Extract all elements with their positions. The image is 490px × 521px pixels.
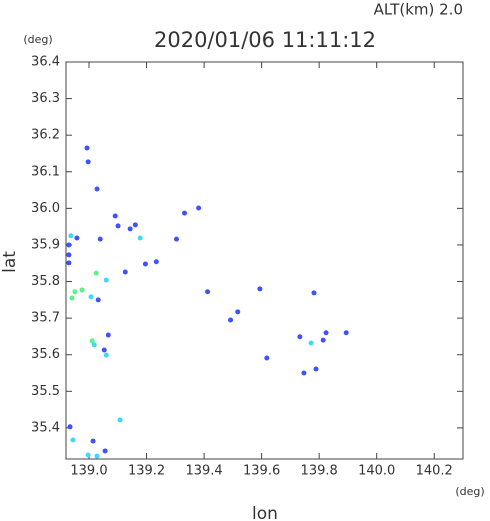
echo-point (196, 205, 202, 211)
echo-point (91, 342, 97, 348)
x-tick-label: 140.2 (416, 464, 453, 479)
y-axis-label: lat (0, 251, 20, 273)
x-unit: (deg) (455, 485, 484, 498)
echo-point (94, 186, 100, 192)
echo-point (88, 294, 94, 300)
y-tick-label: 36.0 (31, 201, 60, 216)
echo-point (115, 223, 121, 229)
chart-title: 2020/01/06 11:11:12 (154, 28, 376, 52)
y-tick-label: 35.9 (31, 237, 60, 252)
x-tick-label: 139.6 (243, 464, 280, 479)
echo-point (311, 290, 317, 296)
echo-point (95, 297, 101, 303)
echo-point (85, 452, 91, 458)
echo-point (343, 330, 349, 336)
echo-point (137, 235, 143, 241)
echo-point (101, 347, 107, 353)
y-tick-label: 35.6 (31, 347, 60, 362)
echo-point (257, 286, 263, 292)
echo-point (72, 289, 78, 295)
echo-point (103, 352, 109, 358)
echo-point (69, 295, 75, 301)
y-tick-label: 35.8 (31, 274, 60, 289)
echo-point (68, 233, 74, 239)
x-tick-label: 140.0 (358, 464, 395, 479)
y-tick-label: 35.4 (31, 420, 60, 435)
echo-point (122, 269, 128, 275)
x-tick-label: 139.0 (70, 464, 107, 479)
x-tick-label: 139.2 (128, 464, 165, 479)
echo-point (90, 438, 96, 444)
echo-point (235, 309, 241, 315)
echo-point (117, 417, 123, 423)
echo-point (89, 338, 95, 344)
echo-point (112, 213, 118, 219)
echo-point (320, 337, 326, 343)
echo-point (182, 210, 188, 216)
echo-point (102, 448, 108, 454)
y-tick-label: 36.3 (31, 91, 60, 106)
echo-point (94, 453, 100, 459)
echo-point (67, 424, 73, 430)
echo-point (93, 270, 99, 276)
echo-point (103, 277, 109, 283)
echo-point (70, 437, 76, 443)
altitude: ALT(km) 2.0 (374, 1, 463, 19)
echo-point (142, 261, 148, 267)
echo-point (127, 226, 133, 232)
echo-point (66, 252, 72, 258)
echo-point (173, 236, 179, 242)
echo-point (228, 317, 234, 323)
echo-point (105, 332, 111, 338)
y-tick-label: 35.5 (31, 384, 60, 399)
echo-point (85, 159, 91, 165)
echo-point (97, 236, 103, 242)
y-tick-label: 36.2 (31, 128, 60, 143)
echo-point (84, 145, 90, 151)
x-axis-label: lon (252, 504, 278, 521)
echo-point (66, 242, 72, 248)
echo-point (205, 289, 211, 295)
x-tick-label: 139.8 (301, 464, 338, 479)
echo-point (264, 355, 270, 361)
y-unit: (deg) (23, 33, 52, 46)
echo-point (153, 259, 159, 265)
echo-point (66, 260, 72, 266)
plot-frame (65, 61, 464, 460)
echo-point (308, 340, 314, 346)
x-tick-label: 139.4 (185, 464, 222, 479)
echo-point (132, 222, 138, 228)
echo-point (74, 235, 80, 241)
echo-point (79, 287, 85, 293)
y-tick-label: 35.7 (31, 311, 60, 326)
y-tick-label: 36.4 (31, 55, 60, 70)
echo-point (301, 370, 307, 376)
echo-point (313, 366, 319, 372)
echo-point (297, 334, 303, 340)
y-tick-label: 36.1 (31, 164, 60, 179)
echo-point (323, 330, 329, 336)
